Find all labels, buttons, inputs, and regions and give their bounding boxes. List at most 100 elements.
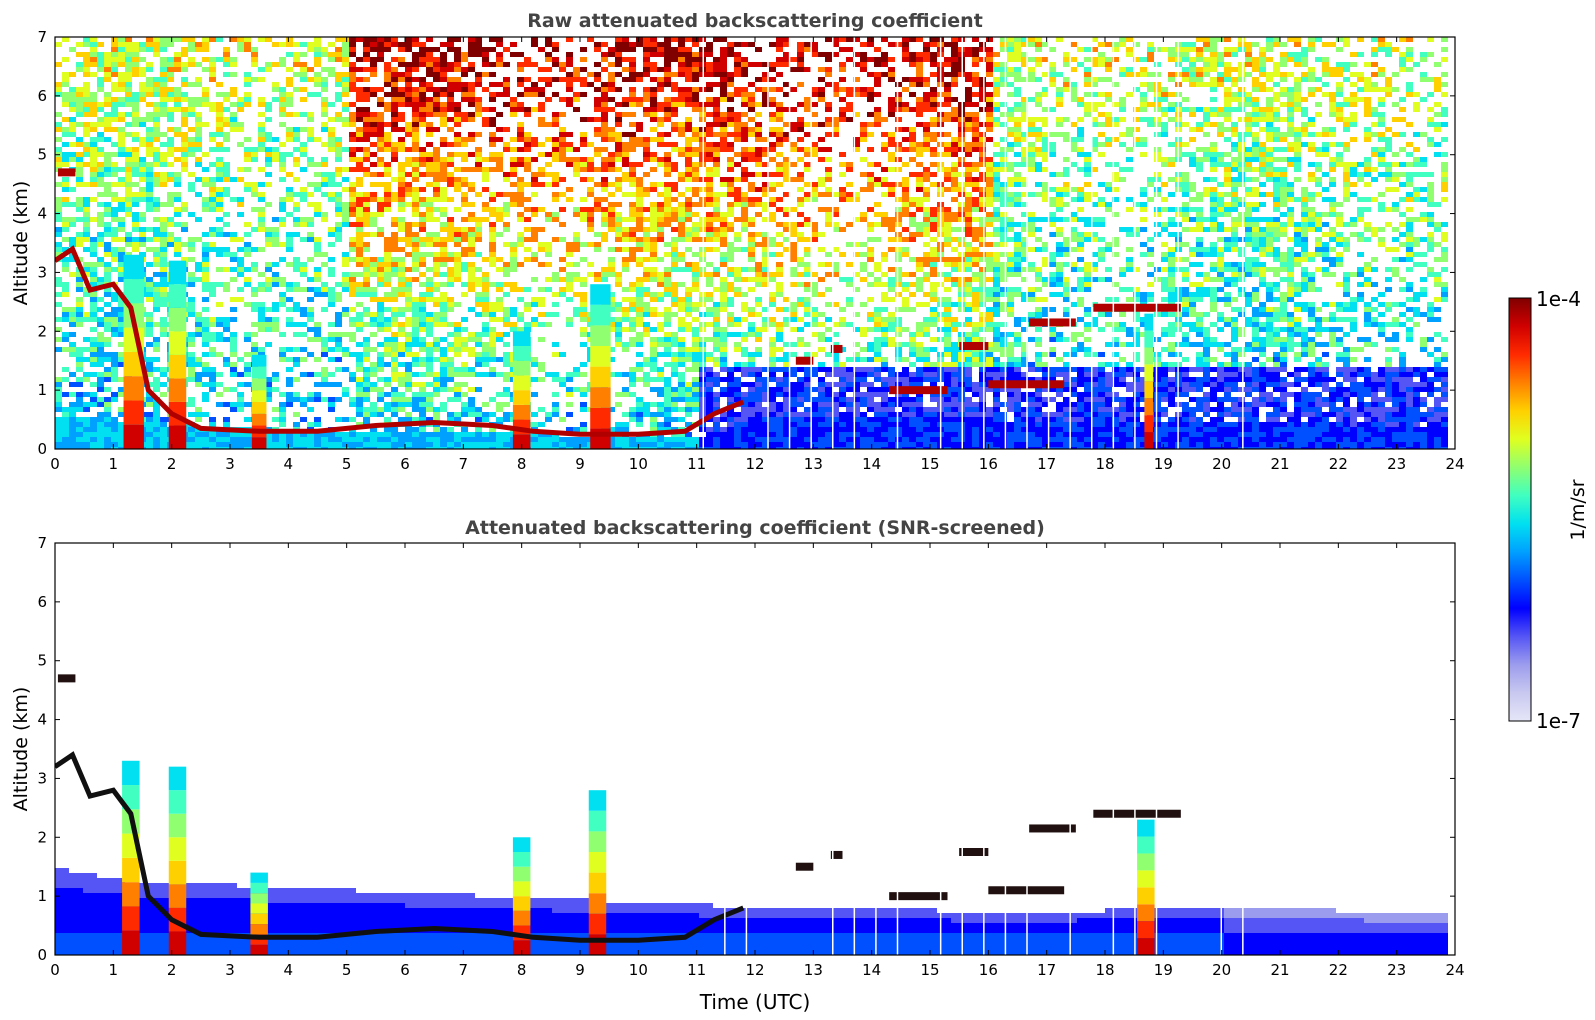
heatmap-cell bbox=[104, 432, 111, 437]
heatmap-cell bbox=[566, 272, 573, 277]
heatmap-cell bbox=[664, 337, 671, 342]
heatmap-cell bbox=[384, 327, 391, 332]
heatmap-cell bbox=[83, 142, 90, 147]
heatmap-cell bbox=[69, 237, 76, 242]
heatmap-cell bbox=[475, 387, 482, 392]
heatmap-cell bbox=[83, 67, 90, 72]
heatmap-cell bbox=[251, 147, 258, 152]
heatmap-cell bbox=[706, 262, 713, 267]
heatmap-cell bbox=[426, 72, 433, 77]
heatmap-cell bbox=[202, 282, 209, 287]
heatmap-cell bbox=[195, 137, 202, 142]
heatmap-cell bbox=[678, 352, 685, 357]
heatmap-cell bbox=[559, 437, 566, 442]
heatmap-cell bbox=[55, 112, 62, 117]
heatmap-cell bbox=[244, 157, 251, 162]
heatmap-cell bbox=[734, 417, 741, 422]
heatmap-cell bbox=[83, 97, 90, 102]
heatmap-cell bbox=[720, 142, 727, 147]
chart-title: Raw attenuated backscattering coefficien… bbox=[527, 10, 983, 32]
heatmap-cell bbox=[314, 422, 321, 427]
heatmap-cell bbox=[405, 297, 412, 302]
heatmap-cell bbox=[594, 127, 601, 132]
heatmap-cell bbox=[622, 247, 629, 252]
heatmap-cell bbox=[55, 227, 62, 232]
heatmap-cell bbox=[97, 297, 104, 302]
heatmap-cell bbox=[461, 67, 468, 72]
heatmap-cell bbox=[552, 377, 559, 382]
heatmap-cell bbox=[405, 337, 412, 342]
heatmap-cell bbox=[356, 407, 363, 412]
heatmap-cell bbox=[587, 192, 594, 197]
heatmap-cell bbox=[741, 202, 748, 207]
heatmap-cell bbox=[496, 42, 503, 47]
heatmap-cell bbox=[356, 137, 363, 142]
heatmap-cell bbox=[503, 242, 510, 247]
heatmap-cell bbox=[83, 162, 90, 167]
heatmap-cell bbox=[622, 67, 629, 72]
heatmap-cell bbox=[118, 437, 125, 442]
heatmap-cell bbox=[279, 432, 286, 437]
heatmap-cell bbox=[97, 177, 104, 182]
heatmap-cell bbox=[384, 337, 391, 342]
heatmap-cell bbox=[461, 437, 468, 442]
heatmap-cell bbox=[363, 137, 370, 142]
heatmap-cell bbox=[419, 197, 426, 202]
heatmap-cell bbox=[62, 417, 69, 422]
heatmap-cell bbox=[461, 327, 468, 332]
heatmap-cell bbox=[608, 192, 615, 197]
heatmap-cell bbox=[90, 292, 97, 297]
heatmap-cell bbox=[755, 62, 762, 67]
heatmap-cell bbox=[349, 332, 356, 337]
heatmap-cell bbox=[76, 307, 83, 312]
heatmap-cell bbox=[510, 312, 517, 317]
heatmap-cell bbox=[748, 387, 755, 392]
heatmap-cell bbox=[160, 177, 167, 182]
heatmap-cell bbox=[629, 192, 636, 197]
heatmap-cell bbox=[447, 347, 454, 352]
heatmap-cell bbox=[482, 172, 489, 177]
heatmap-cell bbox=[657, 407, 664, 412]
heatmap-cell bbox=[307, 117, 314, 122]
heatmap-cell bbox=[412, 107, 419, 112]
heatmap-cell bbox=[90, 372, 97, 377]
heatmap-cell bbox=[552, 277, 559, 282]
heatmap-cell bbox=[727, 267, 734, 272]
heatmap-cell bbox=[608, 97, 615, 102]
heatmap-cell bbox=[321, 122, 328, 127]
heatmap-cell bbox=[468, 182, 475, 187]
heatmap-cell bbox=[580, 302, 587, 307]
heatmap-cell bbox=[440, 122, 447, 127]
heatmap-cell bbox=[195, 157, 202, 162]
heatmap-cell bbox=[468, 287, 475, 292]
heatmap-cell bbox=[181, 112, 188, 117]
heatmap-cell bbox=[293, 392, 300, 397]
heatmap-cell bbox=[664, 402, 671, 407]
heatmap-cell bbox=[489, 432, 496, 437]
heatmap-cell bbox=[538, 362, 545, 367]
heatmap-cell bbox=[629, 77, 636, 82]
heatmap-cell bbox=[671, 417, 678, 422]
heatmap-cell bbox=[398, 92, 405, 97]
heatmap-cell bbox=[538, 242, 545, 247]
heatmap-cell bbox=[580, 212, 587, 217]
heatmap-cell bbox=[188, 272, 195, 277]
heatmap-cell bbox=[678, 327, 685, 332]
heatmap-cell bbox=[440, 427, 447, 432]
heatmap-cell bbox=[237, 37, 244, 42]
heatmap-cell bbox=[104, 152, 111, 157]
heatmap-cell bbox=[209, 347, 216, 352]
heatmap-cell bbox=[195, 42, 202, 47]
heatmap-cell bbox=[62, 262, 69, 267]
heatmap-cell bbox=[377, 367, 384, 372]
heatmap-cell bbox=[433, 377, 440, 382]
heatmap-cell bbox=[335, 317, 342, 322]
heatmap-cell bbox=[335, 347, 342, 352]
heatmap-cell bbox=[713, 302, 720, 307]
heatmap-cell bbox=[496, 162, 503, 167]
heatmap-cell bbox=[69, 132, 76, 137]
heatmap-cell bbox=[202, 437, 209, 442]
heatmap-cell bbox=[664, 412, 671, 417]
heatmap-cell bbox=[573, 272, 580, 277]
heatmap-cell bbox=[335, 332, 342, 337]
